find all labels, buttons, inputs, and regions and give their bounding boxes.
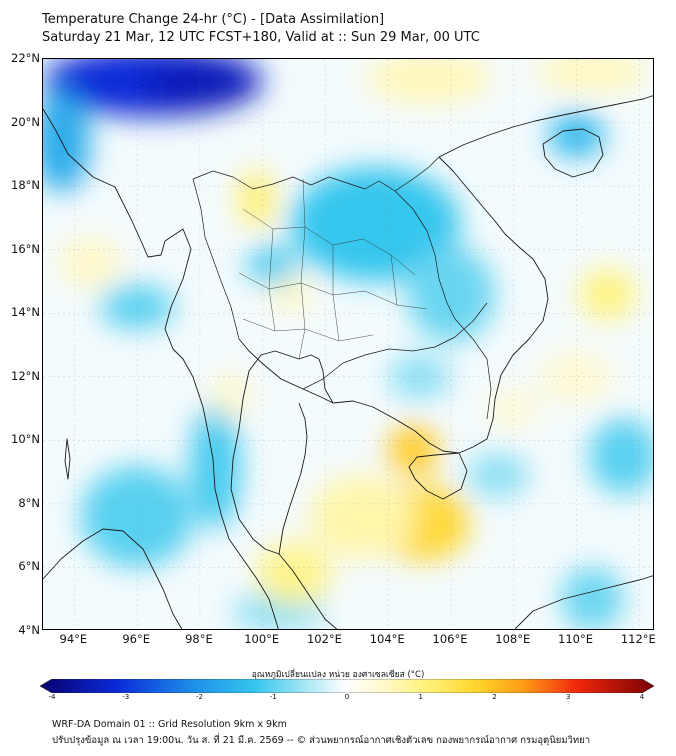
anomaly-region-26 [212,373,251,419]
longitude-label: 106°E [432,632,468,646]
colorbar [40,679,654,693]
country-boundaries [43,95,653,629]
borneo-coast [514,575,653,629]
anomaly-region-27 [538,351,615,403]
anomaly-region-23 [535,59,649,91]
colorbar-tick-label: 3 [566,693,571,701]
colorbar-tick-label: 2 [492,693,497,701]
anomaly-region-24 [579,268,637,320]
anomaly-region-18 [309,475,417,558]
longitude-label: 104°E [369,632,405,646]
model-info: WRF-DA Domain 01 :: Grid Resolution 9km … [52,719,287,730]
anomaly-region-28 [488,389,539,428]
latitude-label: 18°N [11,178,40,193]
sumatra-coast [43,528,183,629]
update-credit: ปรับปรุงข้อมูล ณ เวลา 19:00น. วัน ส. ที่… [52,735,591,746]
vietnam-border [394,156,492,420]
anomaly-region-3 [43,90,91,193]
anomaly-region-14 [560,567,624,629]
hainan-island [542,128,604,178]
andaman-islands [64,438,71,480]
gulf-of-thailand-coast [230,338,334,605]
western-coastline [43,108,279,629]
anomaly-region-21 [272,278,310,311]
colorbar-title: อุณหภูมิเปลี่ยนแปลง หน่วย องศาเซลเซียส (… [251,670,425,680]
colorbar-tick-label: -1 [269,693,277,701]
internal-province-lines [238,178,428,360]
latitude-label: 10°N [11,432,40,447]
anomaly-field [43,59,653,629]
thai-lao-border [192,170,456,320]
longitude-label: 112°E [620,632,656,646]
longitude-label: 96°E [122,632,150,646]
longitude-label: 102°E [306,632,342,646]
myanmar-thai-border [192,178,240,340]
anomaly-region-17 [388,424,439,476]
anomaly-region-11 [589,418,653,495]
colorbar-tick-label: 4 [639,693,645,701]
temperature-change-map[interactable] [42,58,654,630]
anomaly-region-25 [58,236,122,288]
latitude-label: 8°N [18,495,40,510]
colorbar-tick-label: 0 [344,693,350,701]
graticule [43,59,653,629]
latitude-label: 6°N [18,559,40,574]
anomaly-region-8 [99,284,175,330]
colorbar-tick-label: -4 [48,693,56,701]
latitude-label: 14°N [11,305,40,320]
malay-peninsula-east [314,603,338,629]
anomaly-region-9 [80,465,194,568]
longitude-label: 98°E [185,632,213,646]
mekong-delta [408,452,468,500]
south-china-coast [438,95,653,158]
colorbar-tick-label: -3 [122,693,130,701]
colorbar-tick-label: -2 [196,693,203,701]
indochina-coast [332,156,549,454]
longitude-label: 94°E [59,632,88,646]
latitude-label: 20°N [11,114,40,129]
map-title: Temperature Change 24-hr (°C) - [Data As… [42,12,385,27]
anomaly-region-20 [237,170,276,228]
anomaly-region-22 [366,59,492,104]
anomaly-region-4 [290,167,461,282]
latitude-label: 22°N [11,51,40,65]
malay-peninsula-inner [278,402,308,555]
colorbar-tick-label: 1 [418,693,423,701]
map-subtitle: Saturday 21 Mar, 12 UTC FCST+180, Valid … [42,30,480,45]
latitude-label: 16°N [11,241,40,256]
longitude-label: 108°E [495,632,531,646]
anomaly-region-10 [190,402,241,530]
latitude-label: 12°N [11,368,40,383]
longitude-label: 110°E [558,632,594,646]
anomaly-region-7 [247,246,298,285]
longitude-label: 100°E [244,632,280,646]
latitude-label: 4°N [18,623,40,637]
anomaly-region-19 [256,542,332,606]
anomaly-region-12 [466,453,530,498]
